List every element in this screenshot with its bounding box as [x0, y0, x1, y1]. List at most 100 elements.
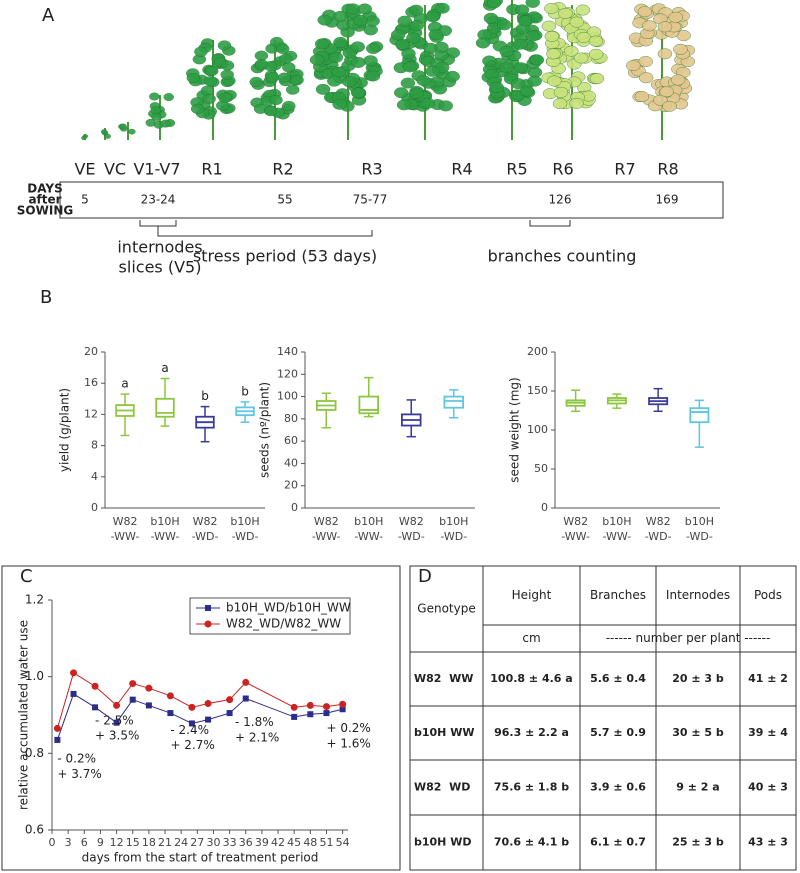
day-value: 126: [549, 193, 572, 207]
stage-label: VE: [74, 160, 95, 179]
panel-label: C: [20, 566, 33, 587]
plant-illustration: [309, 3, 384, 140]
plant-illustration: [100, 128, 111, 140]
days-label: after: [28, 193, 61, 207]
leaf: [569, 16, 584, 28]
leaf: [673, 43, 688, 55]
leaf: [365, 15, 380, 27]
marker: [291, 713, 298, 720]
leaf: [365, 70, 381, 82]
leaf: [544, 30, 560, 42]
leaf: [100, 129, 108, 135]
x-tick-label: -WW-: [312, 530, 341, 543]
marker: [113, 701, 121, 709]
leaf: [363, 55, 378, 67]
marker: [205, 716, 212, 723]
annotation: slices (V5): [119, 258, 202, 277]
marker: [290, 703, 298, 711]
y-axis-label: seeds (nº/plant): [258, 382, 272, 478]
plant-illustration: [249, 36, 304, 140]
x-tick-label: 0: [49, 836, 56, 849]
x-tick-label: 48: [303, 836, 317, 849]
significance-letter: a: [121, 377, 128, 391]
leaf: [275, 43, 290, 54]
marker: [54, 736, 61, 743]
annotation: - 0.2%: [57, 752, 96, 766]
leaf: [220, 69, 234, 80]
leaf: [576, 31, 591, 43]
x-tick-label: W82: [563, 515, 588, 528]
leaf: [670, 74, 686, 86]
leaf: [425, 11, 441, 23]
day-value: 23-24: [141, 193, 176, 207]
stage-label: R3: [361, 160, 382, 179]
leaf: [249, 76, 263, 88]
table-cell: 96.3 ± 2.2 a: [494, 726, 569, 739]
plant-illustration: [81, 134, 89, 141]
y-tick-label: 40: [284, 456, 298, 469]
leaf: [317, 14, 332, 26]
leaf: [517, 15, 533, 27]
marker: [307, 711, 314, 718]
leaf: [269, 94, 283, 106]
marker: [242, 678, 250, 686]
stage-label: R6: [552, 160, 573, 179]
leaf: [396, 99, 412, 111]
annotation: + 3.7%: [57, 767, 101, 781]
x-tick-label: b10H: [439, 515, 468, 528]
y-tick-label: 150: [527, 384, 548, 397]
x-tick-label: W82: [399, 515, 424, 528]
days-label: DAYS: [27, 182, 62, 196]
x-tick-label: -WD-: [192, 530, 219, 543]
table-header: Internodes: [666, 588, 730, 602]
marker: [70, 690, 77, 697]
leaf: [420, 97, 436, 109]
leaf: [149, 92, 160, 101]
leaf: [642, 20, 657, 32]
leaf: [366, 43, 381, 54]
table-cell: 75.6 ± 1.8 b: [494, 781, 569, 794]
table-cell: 9 ± 2 a: [676, 781, 719, 794]
leaf: [544, 3, 559, 14]
leaf: [416, 75, 431, 87]
leaf: [282, 62, 296, 73]
annotation: + 1.6%: [326, 736, 370, 750]
plant-illustration: [118, 122, 136, 140]
plant-illustration: [475, 0, 545, 140]
leaf: [81, 135, 87, 141]
leaf: [513, 38, 528, 50]
y-tick-label: 140: [277, 345, 298, 358]
x-tick-label: -WW-: [111, 530, 140, 543]
stage-label: V1-V7: [133, 160, 180, 179]
leaf: [151, 112, 162, 121]
marker: [323, 710, 330, 717]
y-tick-label: 100: [277, 390, 298, 403]
marker: [145, 684, 153, 692]
x-tick-label: 6: [81, 836, 88, 849]
y-tick-label: 16: [84, 376, 98, 389]
leaf: [353, 14, 368, 26]
leaf: [341, 76, 357, 88]
leaf: [400, 77, 416, 89]
leaf: [401, 48, 416, 60]
x-tick-label: b10H: [354, 515, 383, 528]
marker: [145, 702, 152, 709]
marker: [242, 695, 249, 702]
table-cell: 6.1 ± 0.7: [590, 836, 646, 849]
leaf: [217, 40, 232, 51]
table-cell: W82 WW: [414, 672, 473, 685]
x-axis-label: days from the start of treatment period: [82, 851, 319, 865]
y-tick-label: 1.0: [25, 669, 44, 683]
marker: [91, 682, 99, 690]
plant-illustration: [145, 92, 176, 140]
leaf: [409, 87, 424, 99]
leaf: [406, 32, 421, 44]
leaf: [588, 35, 604, 47]
x-tick-label: W82: [113, 515, 138, 528]
panel-frame: [1, 565, 401, 871]
leaf: [351, 57, 366, 68]
leaf: [286, 84, 300, 95]
leaf: [190, 103, 205, 114]
y-tick-label: 0: [291, 501, 298, 514]
